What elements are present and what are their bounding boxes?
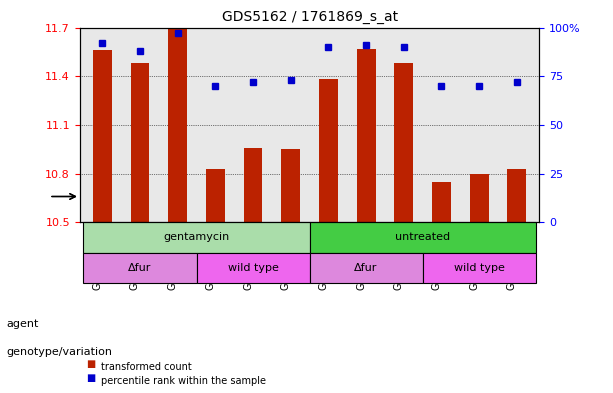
- Bar: [281, 149, 300, 222]
- Text: wild type: wild type: [454, 263, 504, 273]
- Bar: [394, 63, 413, 222]
- Bar: [206, 169, 225, 222]
- Text: agent: agent: [6, 319, 39, 329]
- FancyBboxPatch shape: [422, 253, 536, 283]
- Text: untreated: untreated: [395, 233, 450, 242]
- Text: wild type: wild type: [227, 263, 278, 273]
- Bar: [243, 148, 262, 222]
- Text: ■: ■: [86, 360, 95, 369]
- Text: ■: ■: [86, 373, 95, 383]
- FancyBboxPatch shape: [310, 222, 536, 253]
- Text: gentamycin: gentamycin: [164, 233, 230, 242]
- FancyBboxPatch shape: [197, 253, 310, 283]
- Bar: [319, 79, 338, 222]
- Text: transformed count: transformed count: [101, 362, 192, 373]
- FancyBboxPatch shape: [310, 253, 422, 283]
- FancyBboxPatch shape: [83, 253, 197, 283]
- Bar: [168, 28, 187, 222]
- Text: genotype/variation: genotype/variation: [6, 347, 112, 357]
- Title: GDS5162 / 1761869_s_at: GDS5162 / 1761869_s_at: [221, 10, 398, 24]
- Bar: [131, 63, 150, 222]
- Text: percentile rank within the sample: percentile rank within the sample: [101, 376, 266, 386]
- Bar: [432, 182, 451, 222]
- Bar: [357, 49, 376, 222]
- Bar: [93, 50, 112, 222]
- Text: Δfur: Δfur: [128, 263, 151, 273]
- FancyBboxPatch shape: [83, 222, 310, 253]
- Bar: [470, 174, 489, 222]
- Bar: [508, 169, 526, 222]
- Text: Δfur: Δfur: [354, 263, 378, 273]
